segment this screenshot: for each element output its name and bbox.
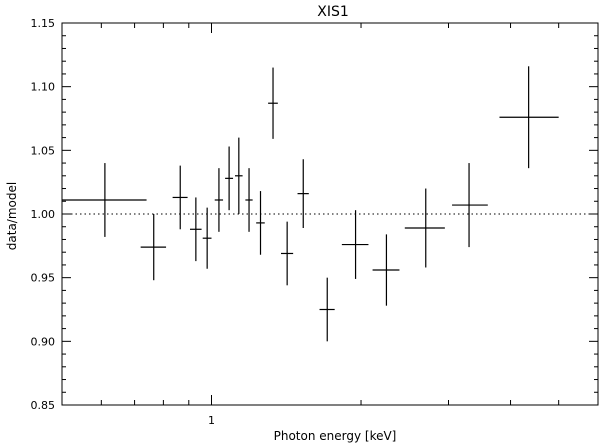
data-point	[372, 234, 400, 306]
data-point	[341, 210, 369, 279]
y-tick-label: 1.00	[31, 208, 56, 221]
data-point	[189, 197, 202, 262]
y-tick-label: 0.90	[31, 335, 56, 348]
y-axis-label: data/model	[5, 182, 19, 250]
y-tick-label: 1.15	[31, 17, 56, 30]
y-tick-label: 1.10	[31, 81, 56, 94]
data-point	[214, 168, 224, 232]
data-point	[452, 163, 488, 248]
data-point	[202, 207, 212, 269]
data-point	[234, 137, 243, 214]
y-tick-label: 0.85	[31, 399, 56, 412]
data-point	[62, 163, 147, 237]
data-point	[225, 146, 234, 211]
data-points	[62, 66, 559, 342]
data-point	[404, 188, 445, 268]
data-point	[140, 214, 167, 281]
data-point	[245, 168, 253, 232]
axis-ticks: 0.85 0.90 0.95 1.00 1.05 1.10 1.15 1	[31, 17, 599, 427]
y-tick-label: 0.95	[31, 272, 56, 285]
data-point	[172, 165, 188, 230]
x-axis-label: Photon energy [keV]	[274, 429, 397, 443]
x-tick-label: 1	[208, 414, 215, 427]
data-point	[297, 159, 309, 229]
data-point	[280, 221, 294, 286]
y-tick-label: 1.05	[31, 144, 56, 157]
data-point	[268, 67, 278, 139]
data-point	[319, 277, 335, 342]
chart-title: XIS1	[317, 4, 349, 20]
data-point	[499, 66, 559, 169]
data-point	[256, 191, 265, 255]
